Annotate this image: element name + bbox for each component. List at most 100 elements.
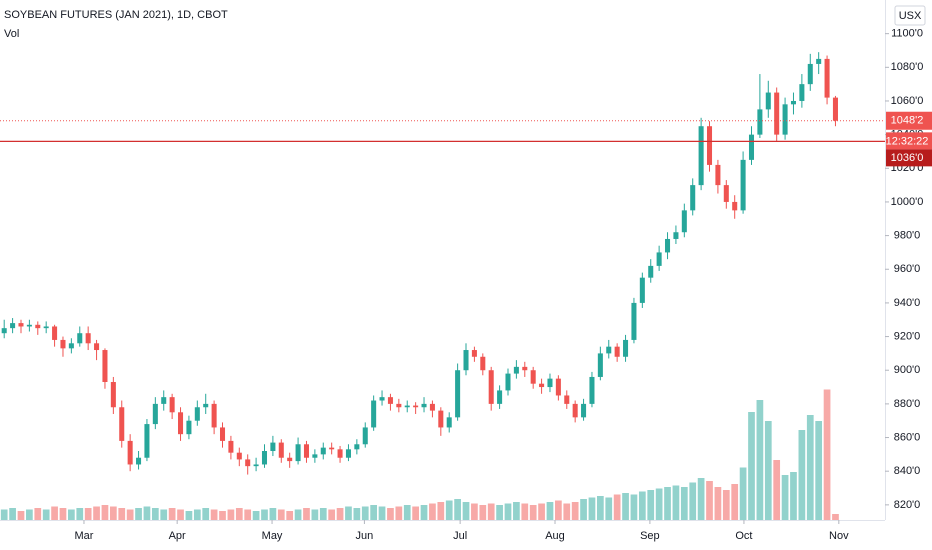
candle-body <box>555 378 561 396</box>
candle-body <box>421 403 427 408</box>
currency-box[interactable] <box>894 5 926 26</box>
candle-body <box>236 452 242 460</box>
candle-body <box>312 454 318 458</box>
volume-bar <box>764 421 772 520</box>
countdown-box <box>886 132 932 150</box>
candle-body <box>597 353 603 377</box>
volume-bar <box>328 509 336 520</box>
volume-bar <box>529 505 537 520</box>
volume-bar <box>160 509 168 520</box>
candle-body <box>345 449 351 458</box>
candle-body <box>614 346 620 357</box>
volume-bar <box>219 511 226 520</box>
candle-body <box>152 403 158 425</box>
candle-body <box>446 417 452 428</box>
volume-bar <box>286 511 294 520</box>
candle-body <box>18 323 24 327</box>
candle-body <box>329 447 335 450</box>
candle-body <box>522 366 528 371</box>
volume-bar <box>244 509 252 520</box>
volume-label: Vol <box>4 28 19 40</box>
volume-bar <box>445 500 453 520</box>
price-line-box <box>886 149 932 167</box>
volume-bar <box>596 496 604 520</box>
candle-body <box>799 84 805 101</box>
candle-body <box>539 383 545 388</box>
volume-bar <box>722 490 730 520</box>
volume-bar <box>68 509 75 520</box>
currency[interactable]: USX <box>899 10 922 22</box>
candle-body <box>1 328 7 334</box>
volume-bar <box>135 508 142 520</box>
volume-bar <box>613 494 621 520</box>
volume-bar <box>84 508 92 520</box>
volume-bar <box>731 484 739 520</box>
candle-body <box>455 370 461 418</box>
volume-bar <box>605 497 613 520</box>
candle-body <box>732 201 738 211</box>
candle-body <box>665 238 671 253</box>
volume-bar <box>655 488 663 520</box>
volume-bar <box>109 506 117 520</box>
x-tick-label: Aug <box>545 530 565 542</box>
volume-bar <box>538 503 545 520</box>
candle-body <box>480 356 486 371</box>
candle-body <box>581 403 587 418</box>
volume-bar <box>571 502 579 520</box>
volume-bar <box>664 487 671 520</box>
candle-body <box>387 397 393 404</box>
volume-bar <box>42 509 50 520</box>
volume-bar <box>277 509 285 520</box>
candle-body <box>715 164 721 186</box>
volume-bar <box>93 506 100 520</box>
last-price-box <box>886 111 932 130</box>
volume-bar <box>311 509 319 520</box>
volume-bar <box>790 472 797 520</box>
countdown: 12:32:22 <box>886 135 929 147</box>
volume-bar <box>462 502 470 520</box>
volume-bar <box>353 508 361 520</box>
volume-bar <box>193 509 201 520</box>
volume-bar <box>429 503 436 520</box>
candle-body <box>253 464 259 467</box>
volume-bar <box>437 502 445 520</box>
candle-body <box>186 420 192 435</box>
y-tick-label: 820'0 <box>894 499 921 511</box>
volume-bar <box>773 460 781 520</box>
volume-bar <box>143 506 151 520</box>
volume-bar <box>546 502 554 520</box>
volume-bar <box>370 505 378 520</box>
volume-bar <box>235 508 243 520</box>
volume-bar <box>697 478 705 520</box>
volume-bar <box>261 509 268 520</box>
volume-bar <box>0 509 8 520</box>
candle-body <box>194 407 200 421</box>
candle-body <box>765 92 771 110</box>
candle-body <box>85 333 91 344</box>
y-tick-label: 900'0 <box>894 364 921 376</box>
candle-body <box>723 185 729 202</box>
y-tick-label: 1060'0 <box>891 95 924 107</box>
volume-bar <box>563 503 571 520</box>
volume-bar <box>706 481 713 520</box>
candle-body <box>337 449 343 458</box>
candle-body <box>639 277 645 303</box>
x-tick-label: Mar <box>74 530 93 542</box>
x-tick-label: May <box>262 530 283 542</box>
volume-bar <box>832 514 839 520</box>
volume-bar <box>177 509 184 520</box>
volume-bar <box>622 493 629 520</box>
candle-body <box>623 339 629 357</box>
candle-body <box>219 427 226 441</box>
candle-body <box>270 442 276 452</box>
candle-body <box>10 323 16 329</box>
volume-bar <box>471 503 478 520</box>
candle-body <box>807 63 813 85</box>
volume-bar <box>294 509 302 520</box>
y-tick-label: 1100'0 <box>891 28 923 40</box>
volume-bar <box>269 508 277 520</box>
candle-body <box>203 403 209 408</box>
candle-body <box>681 210 687 233</box>
